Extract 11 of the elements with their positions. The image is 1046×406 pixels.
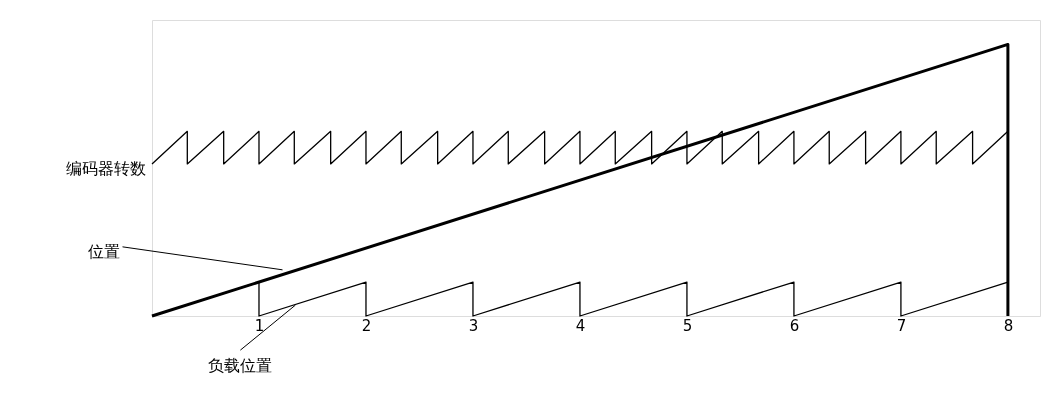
x-tick-label: 5 (682, 316, 693, 335)
x-tick-label: 8 (1003, 316, 1014, 335)
annotation: 负载位置 (208, 356, 273, 376)
x-tick-label: 7 (896, 316, 907, 335)
x-tick-label: 4 (575, 316, 586, 335)
x-tick-label: 6 (789, 316, 800, 335)
x-tick-label: 1 (254, 316, 265, 335)
x-tick-label: 2 (361, 316, 372, 335)
x-tick-label: 3 (468, 316, 479, 335)
annotation: 编码器转数 (66, 158, 146, 178)
annotation: 位置 (87, 241, 120, 261)
